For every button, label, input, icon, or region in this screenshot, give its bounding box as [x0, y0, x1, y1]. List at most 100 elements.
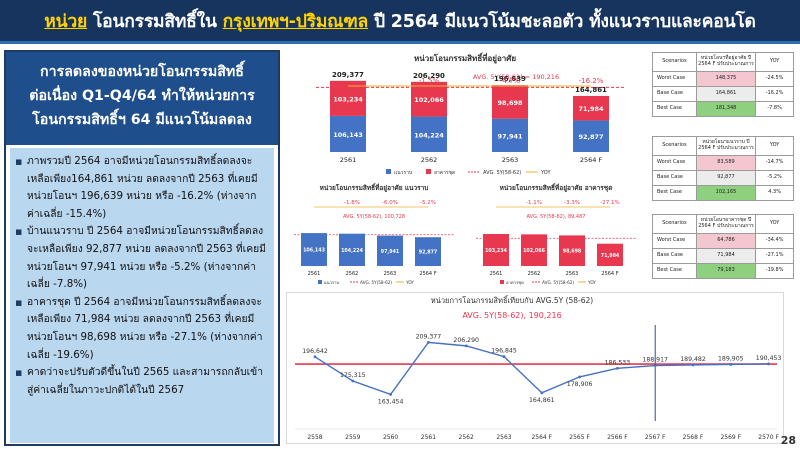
- bar-condo-value: 102,066: [414, 96, 444, 104]
- table-header-row: Scenarios หน่วยโอนฯที่อยู่อาศัย ปี 2564 …: [652, 52, 794, 72]
- chart-trend-line: หน่วยการโอนกรรมสิทธิ์เทียบกับ AVG.5Y (58…: [286, 292, 784, 444]
- x-tick-label: 2561: [421, 434, 436, 441]
- table-row: Best Case 79,183 -19.8%: [652, 263, 794, 279]
- table-cell: 83,589: [695, 155, 757, 171]
- bar-condo-value: 103,234: [333, 95, 363, 103]
- bar-landed: [330, 115, 366, 152]
- table-row: Best Case 102,165 4.3%: [652, 185, 794, 201]
- chart-condo: หน่วยโอนกรรมสิทธิ์ที่อยู่อาศัย อาคารชุด A…: [468, 182, 646, 288]
- table-cell: Base Case: [652, 248, 697, 264]
- bar-total-value: 196,639: [494, 75, 526, 83]
- data-point: [653, 364, 657, 367]
- x-tick-label: 2565 F: [569, 434, 590, 441]
- chart-title: หน่วยการโอนกรรมสิทธิ์เทียบกับ AVG.5Y (58…: [431, 295, 594, 305]
- bar-landed-value: 92,877: [578, 133, 603, 141]
- table-cell: Worst Case: [652, 233, 697, 249]
- bar-value: 71,984: [601, 253, 620, 259]
- table-cell: Worst Case: [652, 155, 697, 171]
- table-header-cell: หน่วยโอนฯอาคารชุด ปี 2564 F ปรับประมาณกา…: [695, 214, 757, 234]
- bar-condo-value: 71,984: [578, 105, 604, 113]
- avg-label: AVG. 5Y(58-62) = 190,216: [473, 73, 559, 81]
- data-label: 189,905: [718, 355, 744, 362]
- chart-trend-svg: หน่วยการโอนกรรมสิทธิ์เทียบกับ AVG.5Y (58…: [295, 295, 781, 441]
- legend-label: YOY: [587, 280, 596, 285]
- yoy-label: -1.5%: [419, 77, 440, 85]
- table-row: Worst Case 148,375 -24.5%: [652, 71, 794, 87]
- summary-heading-line: โอนกรรมสิทธิ์ฯ 64 มีแนวโน้มลดลง: [32, 112, 252, 128]
- table-cell: Best Case: [652, 263, 697, 279]
- chart-title: หน่วยโอนกรรมสิทธิ์ที่อยู่อาศัย แนวราบ: [320, 182, 429, 193]
- summary-heading-line: การลดลงของหน่วยโอนกรรมสิทธิ์: [40, 64, 244, 80]
- chart-landed: หน่วยโอนกรรมสิทธิ์ที่อยู่อาศัย แนวราบ AVG…: [286, 182, 462, 288]
- bar-value: 92,877: [419, 250, 438, 256]
- summary-bullet-overall: ภาพรวมปี 2564 อาจมีหน่วยโอนกรรมสิทธิ์ลดล…: [15, 153, 269, 223]
- table-header-cell: YOY: [755, 214, 794, 234]
- scenario-table-total: Scenarios หน่วยโอนฯที่อยู่อาศัย ปี 2564 …: [652, 52, 794, 117]
- table-row: Base Case 164,861 -16.2%: [652, 86, 794, 102]
- yoy-label: -27.1%: [600, 200, 619, 206]
- data-label: 164,861: [529, 397, 555, 404]
- bar-value: 97,941: [381, 249, 400, 255]
- legend-label: อาคารชุด: [434, 170, 455, 176]
- data-point: [767, 362, 770, 366]
- legend-label: อาคารชุด: [506, 280, 524, 286]
- table-cell: -34.4%: [755, 233, 794, 249]
- legend-label: AVG. 5Y(58-62): [542, 280, 574, 285]
- legend-swatch-landed: [386, 169, 391, 174]
- bar: [339, 233, 365, 266]
- data-point: [616, 366, 619, 370]
- bar: [377, 235, 403, 266]
- legend-label: YOY: [405, 280, 414, 285]
- data-point: [578, 375, 581, 379]
- x-tick-label: 2561: [490, 271, 503, 277]
- x-tick-label: 2567 F: [645, 434, 666, 441]
- table-cell: 64,786: [695, 233, 757, 249]
- table-cell: 79,183: [695, 263, 757, 279]
- x-tick-label: 2560: [383, 434, 398, 441]
- title-part-region: กรุงเทพฯ-ปริมณฑล: [222, 11, 369, 32]
- table-cell: -5.2%: [755, 170, 794, 186]
- bar-landed: [411, 116, 447, 152]
- table-row: Worst Case 83,589 -14.7%: [652, 155, 794, 171]
- bar: [483, 233, 509, 266]
- data-label: 178,906: [567, 381, 593, 388]
- x-tick-label: 2562: [459, 434, 474, 441]
- table-header-row: Scenarios หน่วยโอนฯแนวราบ ปี 2564 F ปรับ…: [652, 136, 794, 156]
- table-row: Base Case 92,877 -5.2%: [652, 170, 794, 186]
- legend-label: AVG. 5Y(58-62): [360, 280, 392, 285]
- table-cell: 148,375: [695, 71, 757, 87]
- x-tick-label: 2570 F: [758, 434, 779, 441]
- bar-condo: [492, 85, 528, 119]
- data-label: 209,377: [416, 333, 442, 340]
- x-tick-label: 2564 F: [531, 434, 552, 441]
- chart-total-stacked: หน่วยโอนกรรมสิทธิ์ที่อยู่อาศัย AVG. 5Y(58…: [286, 50, 644, 180]
- x-tick-label: 2563: [384, 271, 397, 277]
- bar-condo: [411, 81, 447, 117]
- data-label: 163,454: [378, 398, 404, 405]
- data-point: [729, 363, 733, 366]
- legend-swatch: [500, 280, 504, 284]
- title-part-trend: ปี 2564 มีแนวโน้มชะลอตัว ทั้งแนวราบและคอ…: [368, 11, 756, 32]
- bar-total-value: 164,861: [575, 86, 607, 94]
- bar-value: 103,234: [485, 248, 508, 254]
- chart-condo-svg: หน่วยโอนกรรมสิทธิ์ที่อยู่อาศัย อาคารชุด A…: [476, 182, 636, 286]
- x-tick-label: 2568 F: [683, 434, 704, 441]
- table-header-cell: หน่วยโอนฯที่อยู่อาศัย ปี 2564 F ปรับประม…: [695, 52, 757, 72]
- bar: [597, 243, 623, 266]
- x-tick-label: 2564 F: [580, 156, 603, 164]
- bar-condo: [330, 80, 366, 116]
- data-point: [464, 344, 468, 348]
- x-tick-label: 2563: [566, 271, 579, 277]
- table-cell: 4.3%: [755, 185, 794, 201]
- data-point: [502, 355, 506, 358]
- summary-bullet-outlook: คาดว่าจะปรับตัวดีขึ้นในปี 2565 และสามารถ…: [15, 364, 269, 399]
- bar: [415, 237, 441, 266]
- legend-label: YOY: [540, 170, 551, 176]
- table-row: Best Case 181,348 -7.8%: [652, 101, 794, 117]
- table-row: Worst Case 64,786 -34.4%: [652, 233, 794, 249]
- table-header-row: Scenarios หน่วยโอนฯอาคารชุด ปี 2564 F ปร…: [652, 214, 794, 234]
- yoy-label: -1.8%: [344, 200, 360, 206]
- yoy-label: -1.1%: [526, 200, 542, 206]
- data-label: 196,845: [491, 348, 517, 355]
- summary-panel: การลดลงของหน่วยโอนกรรมสิทธิ์ ต่อเนื่อง Q…: [4, 50, 280, 446]
